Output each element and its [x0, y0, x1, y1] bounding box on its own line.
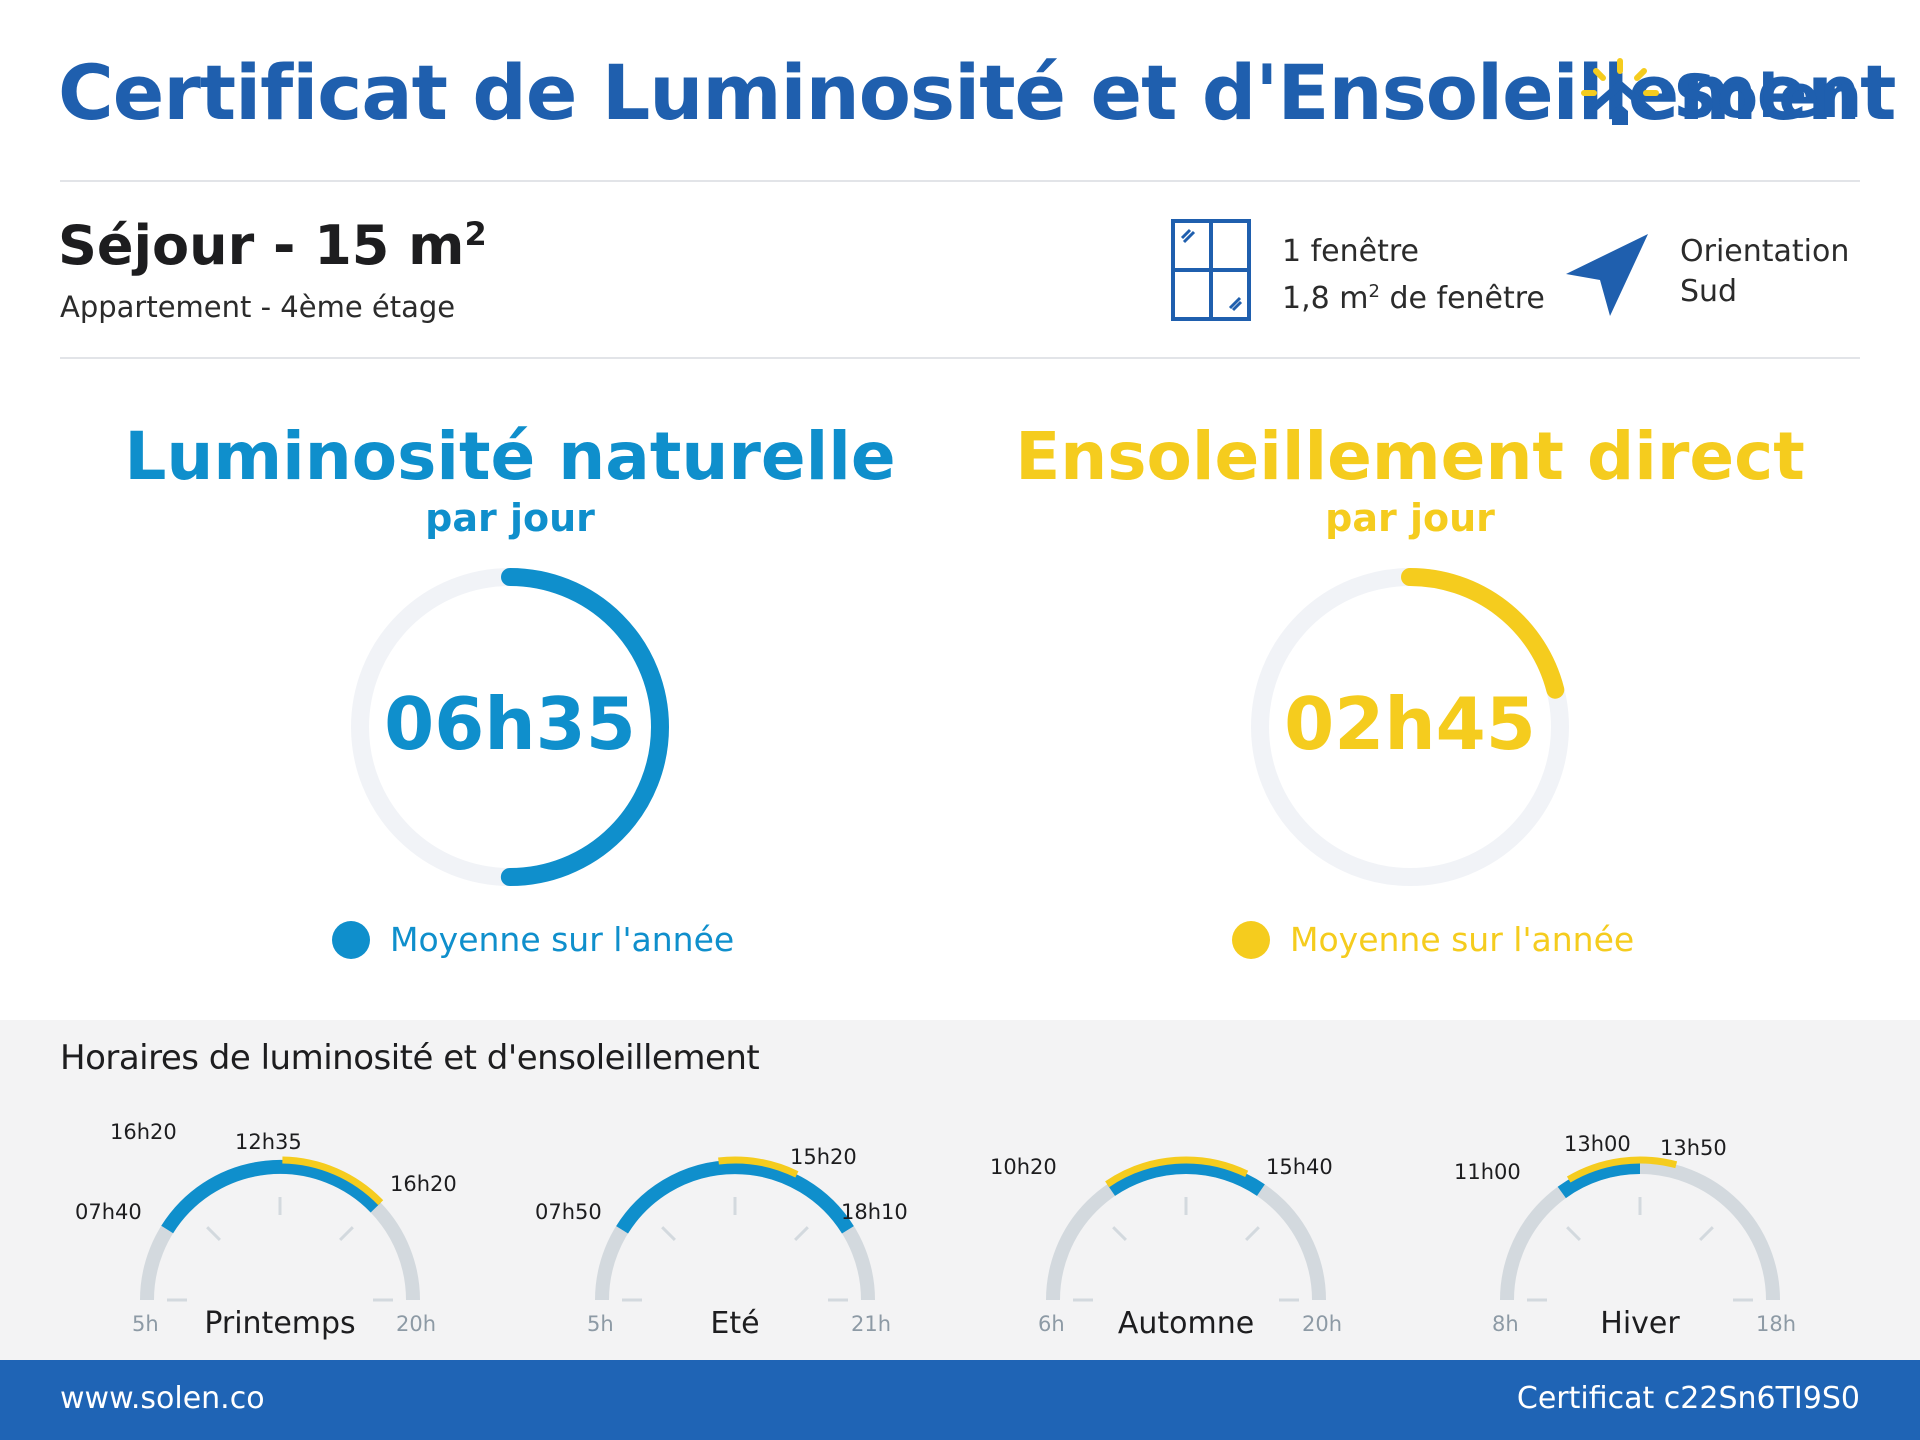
season-gauge: 11h00 13h00 13h50 8h 18h Hiver — [1454, 1120, 1810, 1350]
legend-dot — [332, 920, 370, 959]
sun-end-label: 13h50 — [1660, 1136, 1727, 1160]
gauge-svg — [595, 1156, 875, 1302]
room-title-text: Séjour - 15 m — [58, 214, 465, 277]
sunshine-subtitle: par jour — [1325, 496, 1495, 540]
logo-text: Solen — [1673, 62, 1862, 132]
room-subtitle: Appartement - 4ème étage — [60, 290, 456, 324]
axis-start-label: 5h — [132, 1312, 159, 1336]
season-name: Printemps — [204, 1306, 356, 1341]
light-end-label: 15h40 — [1266, 1155, 1333, 1179]
sunshine-title: Ensoleillement direct — [1015, 418, 1805, 495]
gauge-light-arc — [161, 1160, 381, 1234]
gauge-sun-arc — [282, 1156, 384, 1206]
gauge-svg — [1046, 1156, 1326, 1302]
luminosity-ring-progress — [351, 568, 669, 886]
luminosity-title: Luminosité naturelle — [124, 418, 896, 495]
axis-end-label: 18h — [1756, 1312, 1797, 1336]
light-end-label: 18h10 — [841, 1200, 908, 1224]
gauge-sun-arc — [718, 1156, 799, 1178]
schedule-title: Horaires de luminosité et d'ensoleilleme… — [60, 1038, 760, 1078]
luminosity-ring — [351, 568, 669, 886]
light-start-label: 07h50 — [535, 1200, 602, 1224]
season-name: Eté — [710, 1306, 760, 1341]
season-name: Automne — [1117, 1306, 1255, 1341]
gauge-sun-arc — [1566, 1156, 1678, 1183]
sun-end-label: 16h20 — [110, 1120, 177, 1144]
light-end-label: 16h20 — [390, 1172, 457, 1196]
room-title-sup: 2 — [464, 215, 487, 253]
gauge-tick — [339, 1226, 354, 1241]
axis-start-label: 6h — [1038, 1312, 1065, 1336]
room-title: Séjour - 15 m2 — [58, 214, 487, 277]
gauge-tick — [794, 1226, 809, 1241]
luminosity-legend: Moyenne sur l'année — [332, 920, 734, 959]
footer — [0, 1360, 1920, 1440]
window-area: 1,8 m2 de fenêtre — [1282, 272, 1545, 319]
window-info: 1 fenêtre 1,8 m2 de fenêtre — [1282, 232, 1545, 319]
season-gauge: 10h20 15h40 6h 20h Automne — [990, 1120, 1356, 1350]
gauge-track — [140, 1160, 420, 1301]
orientation-info: Orientation Sud — [1680, 232, 1849, 312]
sunshine-ring — [1251, 568, 1569, 886]
axis-start-label: 8h — [1492, 1312, 1519, 1336]
website-link[interactable]: www.solen.co — [60, 1381, 265, 1416]
sunshine-ring-progress — [1251, 568, 1569, 886]
window-count: 1 fenêtre — [1282, 234, 1420, 269]
axis-end-label: 20h — [1302, 1312, 1343, 1336]
luminosity-value: 06h35 — [384, 682, 636, 766]
sun-start-label: 13h00 — [1564, 1132, 1631, 1156]
sun-house-icon — [1580, 58, 1659, 125]
gauge-svg — [140, 1156, 420, 1302]
divider — [60, 357, 1860, 359]
window-area-unit: de fenêtre — [1379, 281, 1545, 316]
sun-start-label: 12h35 — [235, 1130, 302, 1154]
gauge-tick — [1699, 1226, 1714, 1241]
legend-label: Moyenne sur l'année — [1290, 920, 1635, 959]
gauge-light-arc — [1107, 1160, 1265, 1196]
gauge-tick — [661, 1226, 676, 1241]
season-name: Hiver — [1600, 1306, 1680, 1341]
light-start-label: 11h00 — [1454, 1160, 1521, 1184]
navigation-arrow-icon — [1566, 234, 1648, 316]
axis-start-label: 5h — [587, 1312, 614, 1336]
sun-end-label: 15h20 — [790, 1145, 857, 1169]
gauge-tick — [1566, 1226, 1581, 1241]
axis-end-label: 20h — [396, 1312, 437, 1336]
gauge-tick — [206, 1226, 221, 1241]
window-icon — [1171, 219, 1251, 321]
gauge-track — [595, 1160, 875, 1301]
solen-logo[interactable]: Solen — [1578, 52, 1862, 142]
gauge-svg — [1500, 1156, 1780, 1302]
window-area-sup: 2 — [1368, 281, 1380, 302]
divider — [60, 180, 1860, 182]
axis-end-label: 21h — [851, 1312, 892, 1336]
gauge-track — [1500, 1160, 1780, 1301]
certificate-id: Certificat c22Sn6TI9S0 — [1516, 1381, 1860, 1416]
sunshine-value: 02h45 — [1284, 682, 1536, 766]
gauge-tick — [1112, 1226, 1127, 1241]
season-gauge: 07h40 16h20 12h35 16h20 5h 20h Printemps — [75, 1120, 457, 1350]
gauge-tick — [1245, 1226, 1260, 1241]
orientation-label: Orientation — [1680, 234, 1850, 269]
window-area-value: 1,8 m — [1282, 281, 1369, 316]
gauge-light-arc — [1557, 1160, 1641, 1199]
legend-dot — [1232, 920, 1270, 959]
gauge-track — [1046, 1160, 1326, 1301]
legend-label: Moyenne sur l'année — [390, 920, 735, 959]
sunshine-legend: Moyenne sur l'année — [1232, 920, 1634, 959]
gauge-light-arc — [616, 1160, 854, 1234]
luminosity-subtitle: par jour — [425, 496, 595, 540]
season-gauge: 07h50 18h10 15h20 5h 21h Eté — [535, 1120, 908, 1350]
light-start-label: 07h40 — [75, 1200, 142, 1224]
schedule-panel — [0, 1020, 1920, 1360]
gauge-sun-arc — [1105, 1156, 1249, 1188]
light-start-label: 10h20 — [990, 1155, 1057, 1179]
orientation-value: Sud — [1680, 274, 1738, 309]
